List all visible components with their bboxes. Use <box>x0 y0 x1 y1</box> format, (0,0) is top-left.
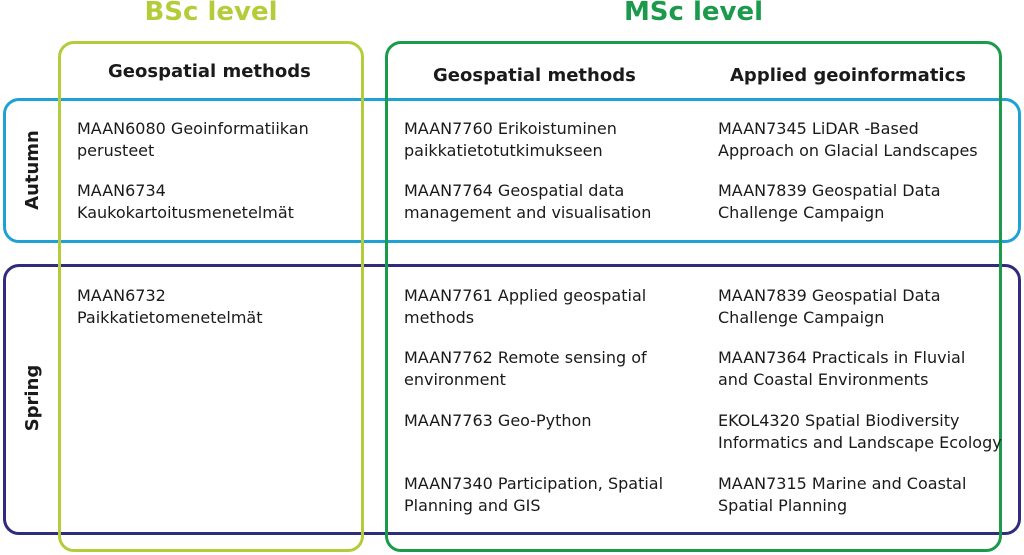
course-spring-msc-applied-4: MAAN7315 Marine and Coastal Spatial Plann… <box>718 474 967 515</box>
spring-label: Spring <box>22 364 43 432</box>
course-autumn-bsc-geospatial-2: MAAN6734 Kaukokartoitusmenetelmät <box>77 181 294 222</box>
course-autumn-msc-geospatial-2: MAAN7764 Geospatial data management and v… <box>404 181 652 222</box>
course-spring-msc-applied-3: EKOL4320 Spatial Biodiversity Informatics… <box>718 411 1002 452</box>
course-autumn-msc-applied-1: MAAN7345 LiDAR -Based Approach on Glacial… <box>718 119 978 160</box>
course-spring-msc-applied-1: MAAN7839 Geospatial Data Challenge Campai… <box>718 286 941 327</box>
bsc-geospatial-header: Geospatial methods <box>108 61 311 82</box>
spring-row-frame <box>3 264 1021 535</box>
course-autumn-msc-applied-2: MAAN7839 Geospatial Data Challenge Campai… <box>718 181 941 222</box>
course-spring-msc-geospatial-3: MAAN7763 Geo-Python <box>404 411 592 430</box>
msc-applied-header: Applied geoinformatics <box>730 65 966 86</box>
course-spring-msc-applied-2: MAAN7364 Practicals in Fluvial and Coasta… <box>718 348 966 389</box>
bsc-level-title: BSc level <box>144 0 278 27</box>
autumn-row-frame <box>3 98 1021 243</box>
bsc-column-frame <box>58 41 364 552</box>
course-spring-msc-geospatial-2: MAAN7762 Remote sensing of environment <box>404 348 647 389</box>
course-spring-msc-geospatial-1: MAAN7761 Applied geospatial methods <box>404 286 647 327</box>
course-spring-bsc-geospatial-1: MAAN6732 Paikkatietomenetelmät <box>77 286 263 327</box>
autumn-label: Autumn <box>22 130 43 210</box>
course-autumn-bsc-geospatial-1: MAAN6080 Geoinformatiikan perusteet <box>77 119 309 160</box>
course-spring-msc-geospatial-4: MAAN7340 Participation, Spatial Planning … <box>404 474 664 515</box>
msc-level-title: MSc level <box>623 0 764 27</box>
course-autumn-msc-geospatial-1: MAAN7760 Erikoistuminen paikkatietotutkim… <box>404 119 617 160</box>
msc-column-frame <box>385 41 1002 552</box>
msc-geospatial-header: Geospatial methods <box>433 65 636 86</box>
